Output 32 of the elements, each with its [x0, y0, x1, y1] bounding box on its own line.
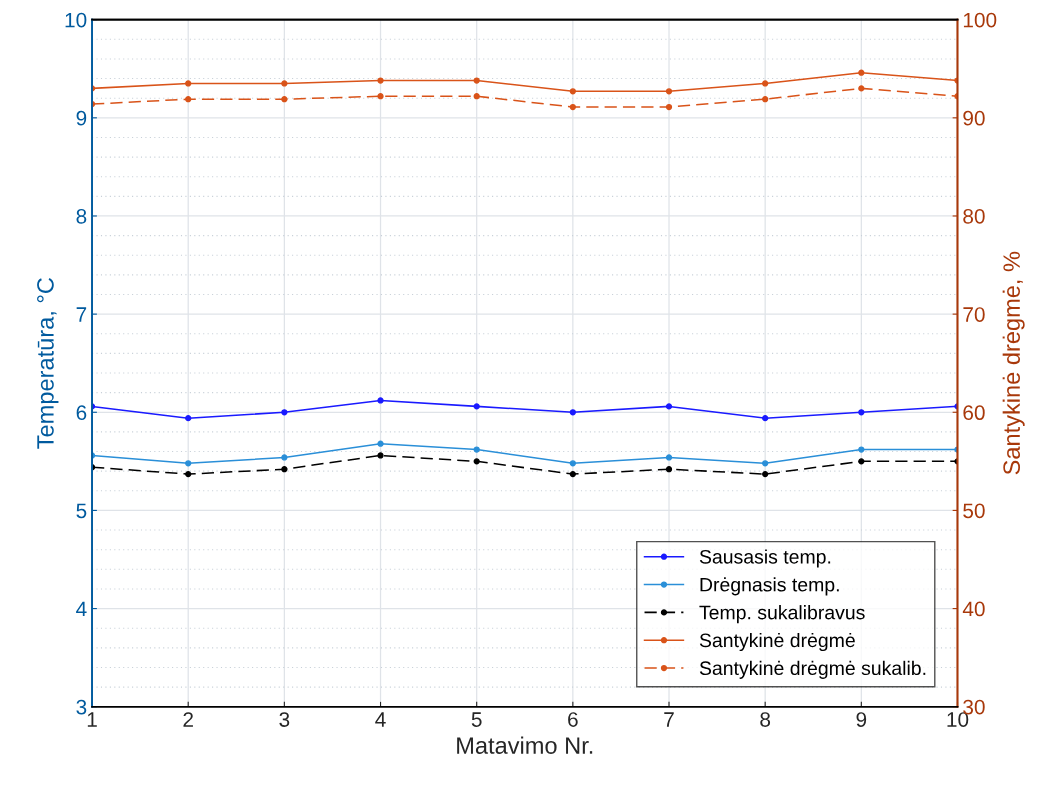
legend-label: Drėgnasis temp. [700, 577, 839, 596]
y-tick-label: 10 [65, 12, 87, 28]
y2-axis-title: Santykinė drėgmė, % [1002, 251, 1025, 475]
x-tick-label: 1 [87, 712, 97, 727]
y2-tick-label: 40 [962, 601, 985, 617]
y-tick-label: 6 [76, 405, 87, 421]
y-tick-label: 8 [76, 208, 87, 224]
y-axis-title: Temperatūra, °C [37, 278, 59, 449]
legend-label: Santykinė drėgmė sukalib. [699, 660, 926, 679]
y-tick-label: 7 [76, 307, 87, 322]
y2-tick-label: 90 [963, 110, 985, 126]
legend-label: Temp. sukalibravus [699, 605, 865, 624]
y2-tick-label: 50 [963, 503, 985, 519]
legend-label: Santykinė drėgmė [699, 632, 855, 652]
y-tick-label: 3 [76, 699, 87, 715]
x-tick-label: 2 [183, 712, 193, 727]
y2-tick-label: 70 [963, 307, 985, 322]
y-tick-label: 9 [76, 110, 87, 126]
legend-label: Sausasis temp. [699, 549, 831, 568]
x-tick-label: 3 [279, 712, 290, 727]
y-tick-label: 5 [76, 503, 87, 519]
x-tick-label: 4 [375, 712, 386, 727]
x-tick-label: 5 [471, 712, 482, 727]
y2-tick-label: 100 [963, 12, 997, 28]
x-tick-label: 8 [760, 712, 771, 727]
y2-tick-label: 60 [963, 405, 985, 421]
x-tick-label: 7 [664, 712, 674, 727]
y-tick-label: 4 [76, 601, 87, 617]
y2-tick-label: 80 [963, 208, 985, 224]
x-tick-label: 6 [568, 712, 578, 727]
x-axis-title: Matavimo Nr. [457, 736, 593, 754]
x-tick-label: 9 [856, 712, 867, 727]
